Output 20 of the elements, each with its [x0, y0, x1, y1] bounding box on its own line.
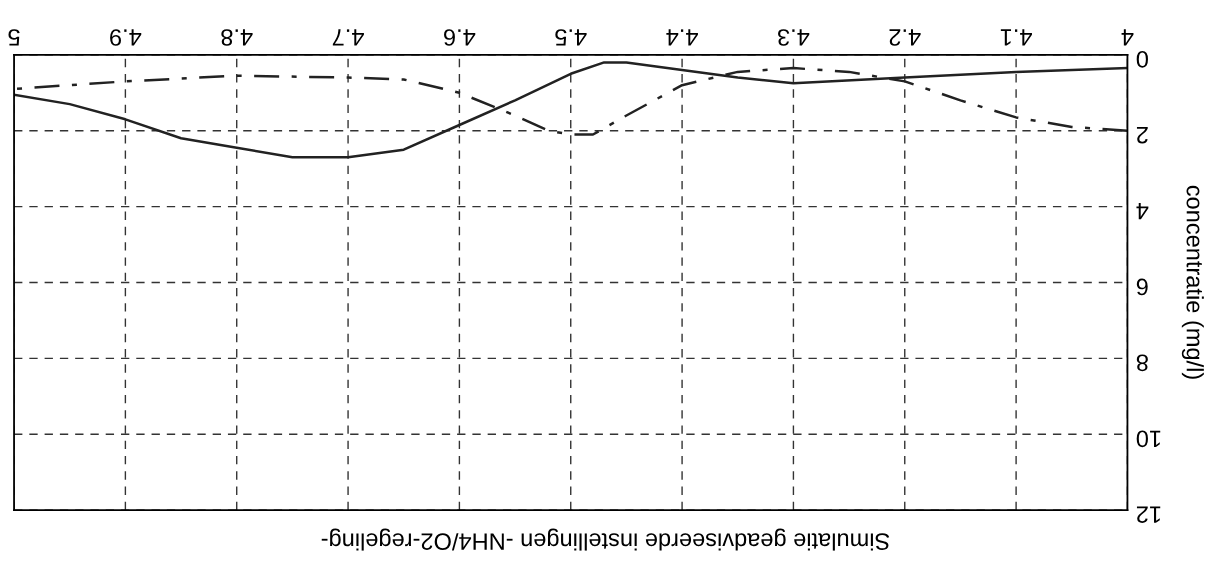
- x-tick-label: 5: [8, 29, 20, 46]
- y-tick-label: 6: [1136, 278, 1148, 296]
- x-tick-label: 4.9: [110, 29, 142, 46]
- x-tick-label: 4.5: [555, 29, 587, 46]
- text: Simulatie geadviseerde instellingen -NH4/O2-regeling-: [321, 528, 890, 551]
- x-tick-label: 4.3: [778, 29, 810, 46]
- x-tick-label: 4.8: [221, 29, 253, 46]
- x-tick-label: 4: [1121, 29, 1134, 46]
- y-tick-label: 0: [1136, 50, 1148, 68]
- x-tick-label: 4.6: [444, 29, 476, 46]
- y-tick-label: 8: [1136, 354, 1148, 372]
- x-tick-label: 4.1: [1000, 29, 1032, 46]
- y-tick-label: 2: [1136, 127, 1148, 144]
- x-tick-label: 4.2: [889, 29, 921, 46]
- y-tick-label: 10: [1136, 430, 1161, 448]
- x-tick-label: 4.4: [666, 29, 698, 46]
- y-tick-label: 12: [1136, 506, 1161, 524]
- y-tick-label: 4: [1136, 202, 1149, 220]
- y-axis-title: concentratie (mg/l): [1181, 185, 1204, 379]
- x-tick-label: 4.7: [332, 29, 364, 46]
